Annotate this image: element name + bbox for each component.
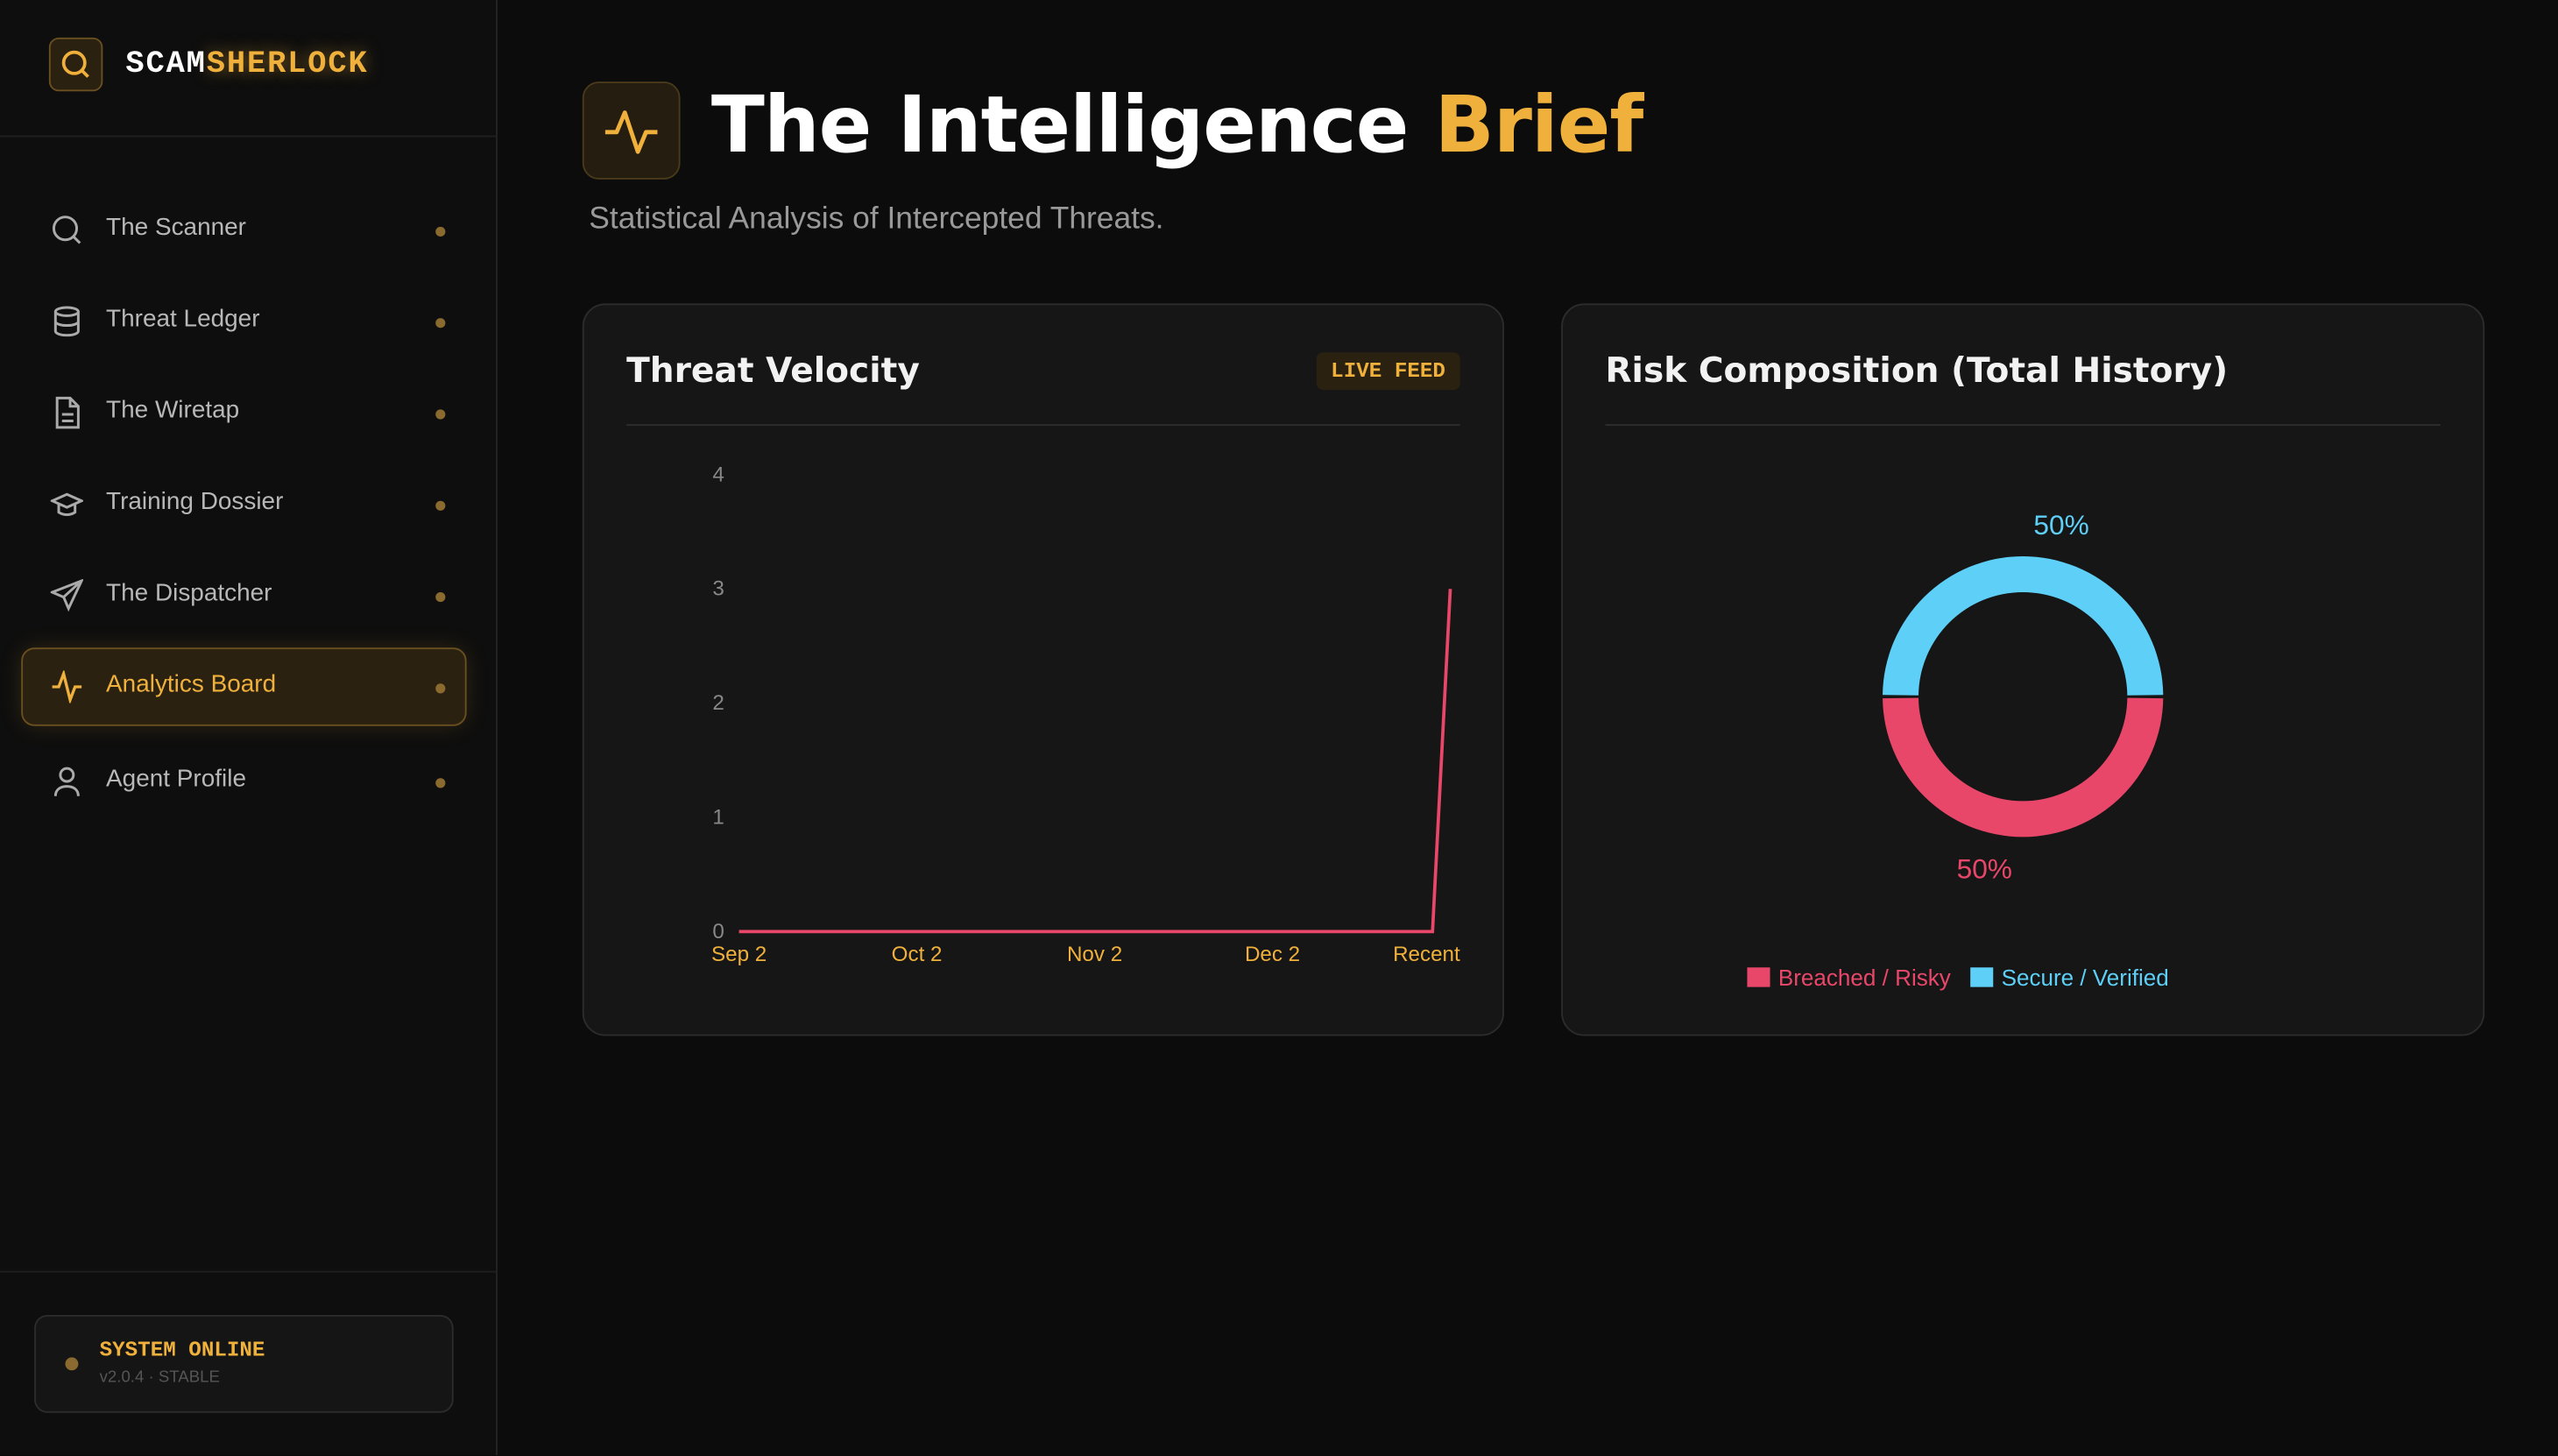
divider [0, 135, 497, 138]
brand-prefix: SCAM [125, 46, 207, 82]
title-accent: Brief [1434, 80, 1644, 172]
legend-swatch [1747, 967, 1770, 987]
status-box: SYSTEM ONLINE v2.0.4 · STABLE [34, 1314, 454, 1413]
brand-accent: SHERLOCK [206, 46, 369, 82]
line-series [738, 589, 1452, 934]
nav-item[interactable]: Agent Profile [21, 742, 466, 820]
chart-card: Threat Velocity LIVE FEED [582, 303, 1504, 1036]
nav-label: Training Dossier [106, 487, 284, 516]
x-tick-label: Recent [1393, 943, 1460, 966]
chart-card: Risk Composition (Total History) [1561, 303, 2485, 1036]
nav-label: The Wiretap [106, 396, 240, 425]
donut-segment [1883, 697, 2164, 838]
divider [0, 1270, 497, 1273]
page-subtitle: Statistical Analysis of Intercepted Thre… [589, 201, 1164, 237]
legend-label: Secure / Verified [2002, 965, 2169, 991]
nav-item[interactable]: Threat Ledger [21, 282, 466, 360]
logo-icon [48, 37, 103, 92]
sidebar: SCAMSHERLOCK The Scanner Threat Ledger T… [0, 0, 498, 1456]
card-title: Threat Velocity [626, 350, 920, 391]
brand: SCAMSHERLOCK [125, 46, 368, 81]
data-label: 50% [1957, 853, 2012, 885]
y-tick-label: 2 [712, 691, 724, 715]
x-tick-label: Nov 2 [1067, 943, 1122, 966]
x-tick-label: Sep 2 [711, 943, 767, 966]
data-label: 50% [2033, 509, 2088, 541]
x-tick-label: Dec 2 [1245, 943, 1300, 966]
title-main: The Intelligence [710, 80, 1409, 172]
nav-label: Analytics Board [106, 670, 277, 699]
divider [626, 424, 1460, 427]
legend-label: Breached / Risky [1778, 965, 1951, 991]
card-title: Risk Composition (Total History) [1605, 350, 2229, 391]
nav-item[interactable]: The Dispatcher [21, 556, 466, 634]
nav-item[interactable]: Training Dossier [21, 465, 466, 543]
nav-label: Agent Profile [106, 765, 246, 794]
nav-item[interactable]: The Wiretap [21, 373, 466, 451]
live-badge: LIVE FEED [1316, 352, 1460, 391]
nav-item-active[interactable]: Analytics Board [21, 647, 467, 726]
status-title: SYSTEM ONLINE [99, 1338, 265, 1362]
y-tick-label: 1 [712, 805, 724, 829]
donut-segment [1883, 556, 2164, 696]
nav-label: Threat Ledger [106, 305, 260, 333]
divider [1605, 424, 2441, 427]
legend-swatch [1970, 967, 1994, 987]
y-tick-label: 4 [712, 463, 724, 486]
header-icon [582, 81, 681, 180]
nav-label: The Dispatcher [106, 579, 272, 607]
y-tick-label: 3 [712, 577, 724, 601]
nav-item[interactable]: The Scanner [21, 191, 466, 269]
y-tick-label: 0 [712, 920, 724, 944]
status-version: v2.0.4 · STABLE [99, 1368, 220, 1387]
page-title: The Intelligence Brief [711, 80, 1643, 171]
nav-label: The Scanner [106, 213, 246, 242]
x-tick-label: Oct 2 [892, 943, 943, 966]
